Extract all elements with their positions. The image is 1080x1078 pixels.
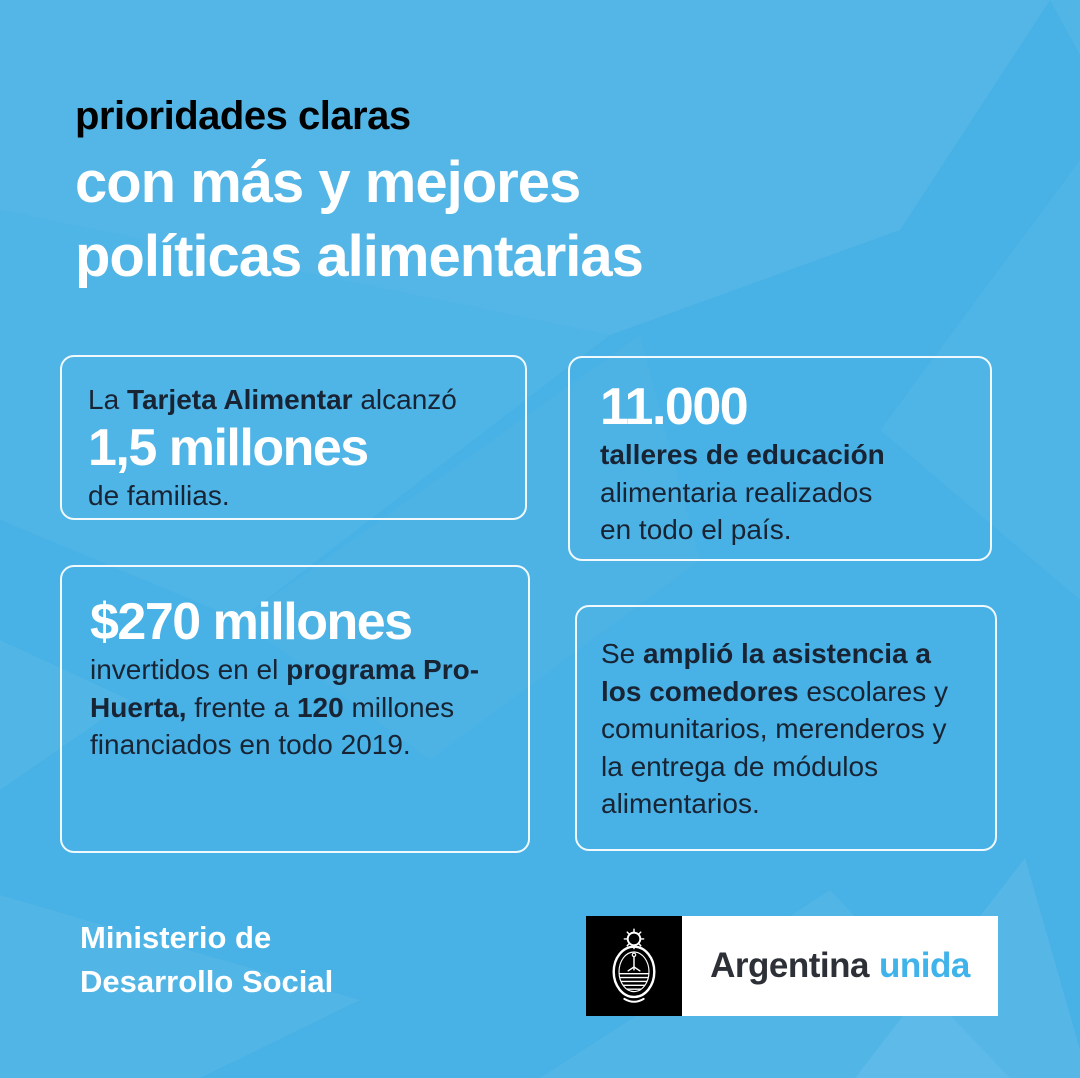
- brand-wordmark: Argentina unida: [682, 916, 998, 1016]
- page-title-line-2: políticas alimentarias: [75, 224, 644, 290]
- card-comedores-body: Se amplió la asistencia a los comedores …: [601, 638, 949, 820]
- card-comedores: Se amplió la asistencia a los comedores …: [575, 605, 997, 851]
- stat-talleres-value: 11.000: [600, 378, 749, 436]
- brand-suffix: unida: [879, 946, 970, 985]
- ministry-line-1: Ministerio de: [80, 920, 272, 955]
- card-prohuerta-body: invertidos en el programa Pro-Huerta, fr…: [90, 654, 480, 761]
- title-kicker: prioridades claras: [75, 94, 411, 138]
- ministry-line-2: Desarrollo Social: [80, 964, 334, 1000]
- title-block: prioridades claras con más y mejores polí…: [75, 94, 644, 294]
- card-tarjeta-outro: de familias.: [88, 479, 230, 511]
- card-tarjeta-alimentar: La Tarjeta Alimentar alcanzó 1,5 millone…: [60, 355, 527, 520]
- stat-prohuerta-value: $270 millones: [90, 593, 413, 651]
- card-talleres-line-3: en todo el país.: [600, 514, 792, 546]
- card-talleres: 11.000 talleres de educación alimentaria…: [568, 356, 992, 561]
- page-title: con más y mejores políticas alimentarias: [75, 146, 644, 294]
- argentina-unida-logo: Argentina unida: [586, 916, 998, 1016]
- card-tarjeta-intro: La Tarjeta Alimentar alcanzó: [88, 384, 457, 415]
- page-title-line-1: con más y mejores: [75, 150, 581, 215]
- coat-of-arms-icon: [586, 916, 682, 1016]
- stat-tarjeta-value: 1,5 millones: [88, 418, 369, 477]
- ministry-name: Ministerio de Desarrollo Social: [80, 916, 333, 1004]
- card-pro-huerta: $270 millones invertidos en el programa …: [60, 565, 530, 853]
- brand-name: Argentina: [710, 946, 870, 985]
- card-talleres-line-1: talleres de educación: [600, 439, 885, 471]
- card-talleres-line-2: alimentaria realizados: [600, 476, 873, 508]
